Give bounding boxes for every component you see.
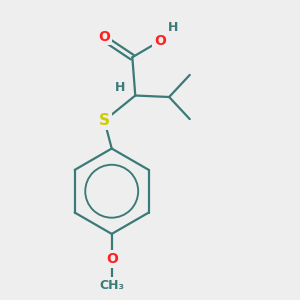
Text: CH₃: CH₃ bbox=[99, 279, 124, 292]
Text: O: O bbox=[154, 34, 166, 48]
Text: O: O bbox=[98, 30, 110, 44]
Text: H: H bbox=[168, 21, 179, 34]
Text: H: H bbox=[116, 81, 126, 94]
Text: O: O bbox=[106, 252, 118, 266]
Text: S: S bbox=[99, 113, 110, 128]
